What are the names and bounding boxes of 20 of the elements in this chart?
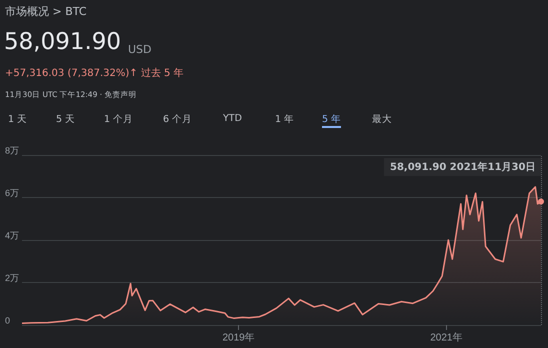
text: 58,091.90: [4, 29, 122, 55]
y-tick-label: 2万: [5, 273, 20, 283]
text: 1 个月: [104, 113, 134, 126]
text: 6 个月: [163, 113, 192, 126]
annotation: 58,091.90 2021年11月30日: [384, 158, 542, 176]
text: +57,316.03 (7,387.32%)↑ 过去 5 年: [5, 66, 184, 80]
text: 最大: [372, 113, 392, 126]
text: 1 年: [275, 113, 294, 126]
y-tick-label: 6万: [5, 188, 20, 198]
x-tick-label: 2021年: [430, 332, 462, 344]
y-tick-label: 4万: [5, 230, 20, 240]
text: YTD: [223, 113, 242, 124]
y-tick-label: 8万: [5, 146, 20, 156]
chart-title: 市场概况 > BTC: [5, 4, 87, 19]
text: USD: [128, 43, 152, 56]
x-tick-label: 2019年: [222, 332, 255, 344]
y-tick-label: 0: [5, 316, 10, 326]
text: 5 年: [322, 113, 342, 128]
text: 5 天: [56, 113, 76, 126]
text: 1 天: [8, 113, 28, 126]
